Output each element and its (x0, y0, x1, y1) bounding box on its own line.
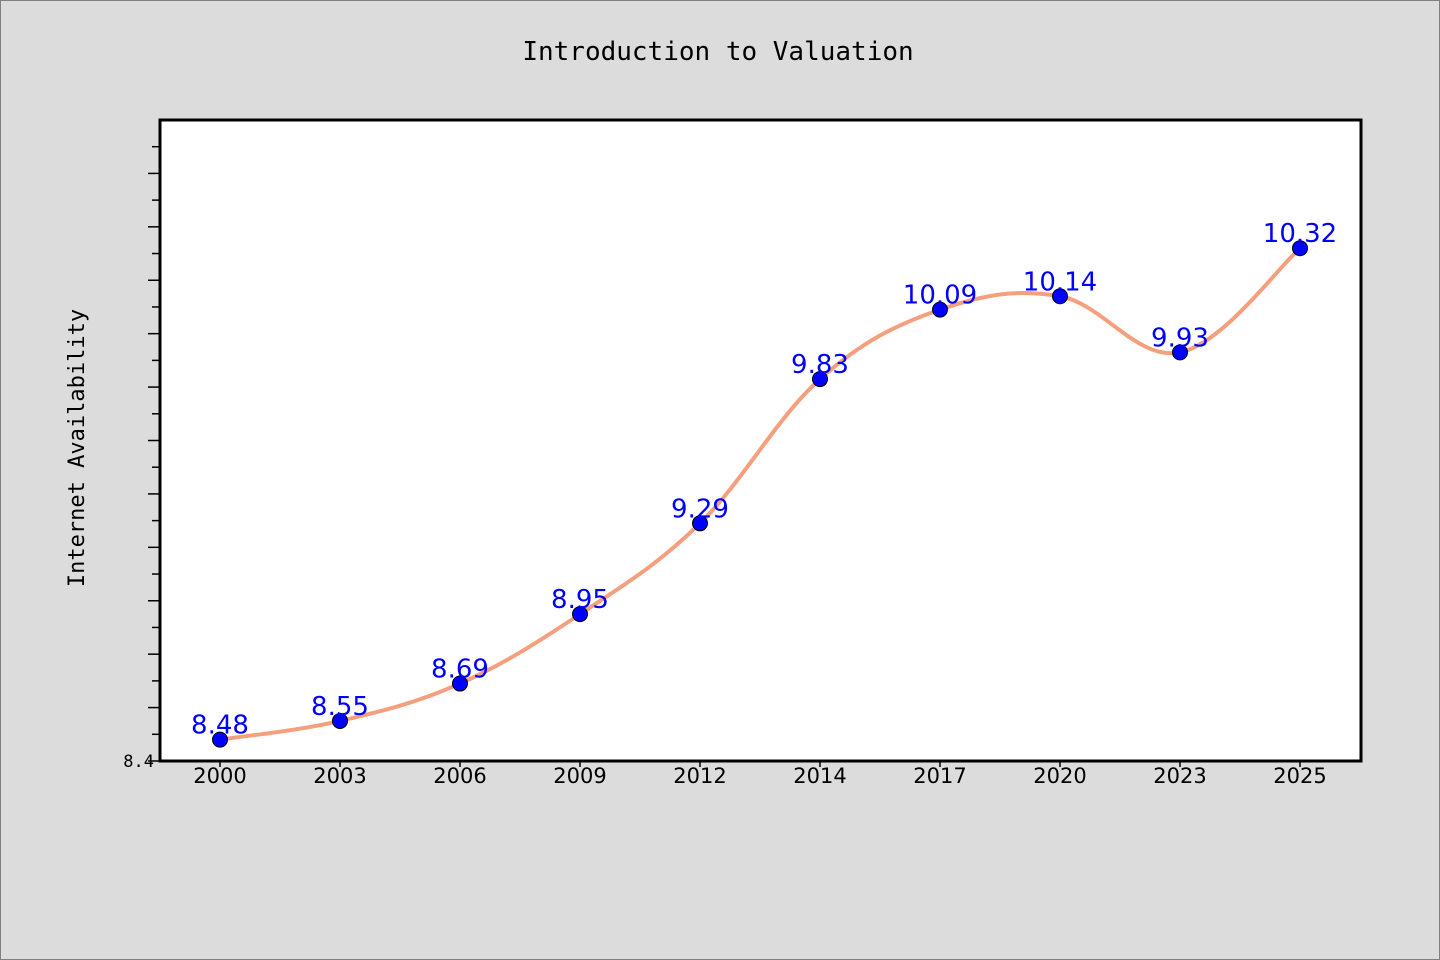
y-axis-label: Internet Availability (65, 309, 90, 587)
data-point (332, 712, 348, 729)
data-point (932, 301, 948, 318)
x-tick-label: 2012 (673, 764, 726, 788)
data-point (1292, 240, 1308, 257)
data-label: 8.48 (191, 711, 249, 741)
y-axis-ticks: 8.4 (123, 145, 160, 772)
marker-layer (212, 240, 1308, 748)
data-point (1172, 344, 1188, 361)
x-tick-label: 2023 (1153, 764, 1206, 788)
data-point (812, 371, 828, 388)
x-tick-label: 2000 (193, 764, 246, 788)
data-label: 8.95 (551, 585, 609, 615)
data-label: 10.09 (903, 281, 977, 311)
data-point (452, 675, 468, 692)
series-layer (219, 246, 1302, 742)
data-label: 9.83 (791, 350, 849, 380)
data-label: 10.14 (1023, 267, 1097, 297)
x-tick-label: 2017 (913, 764, 966, 788)
data-label: 9.29 (671, 494, 729, 524)
data-point (692, 515, 708, 532)
x-tick-label: 2025 (1273, 764, 1326, 788)
x-tick-label: 2020 (1033, 764, 1086, 788)
data-label: 8.55 (311, 692, 369, 722)
y-tick-label: 8.4 (123, 752, 154, 772)
data-point (212, 731, 228, 748)
data-label: 9.93 (1151, 323, 1209, 353)
chart-title: Introduction to Valuation (522, 37, 913, 67)
plot-area (158, 118, 1363, 763)
data-point (572, 606, 588, 623)
data-label: 8.69 (431, 655, 489, 685)
series-line (219, 246, 1302, 742)
x-tick-label: 2009 (553, 764, 606, 788)
data-label-layer: 8.48 8.55 8.69 8.95 9.29 9.83 10.09 10.14 9.93 10… (191, 219, 1337, 740)
data-point (1052, 288, 1068, 305)
x-axis-ticks: 2000 2003 2006 2009 2012 2014 2017 2020 2023 2025 (193, 761, 1327, 788)
data-label: 10.32 (1263, 219, 1337, 249)
x-tick-label: 2003 (313, 764, 366, 788)
x-tick-label: 2006 (433, 764, 486, 788)
x-tick-label: 2014 (793, 764, 846, 788)
